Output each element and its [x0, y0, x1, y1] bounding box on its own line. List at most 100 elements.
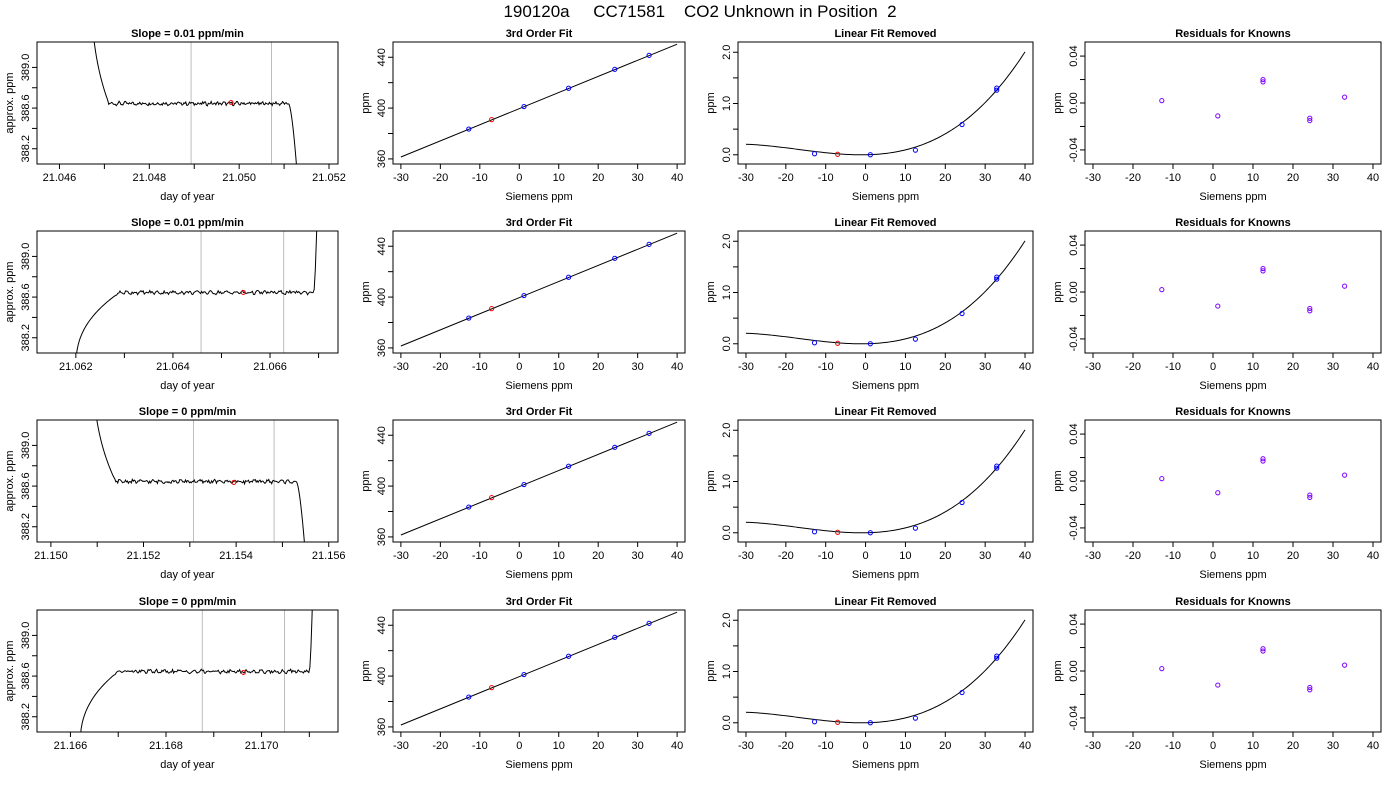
x-tick-label: -30: [393, 550, 409, 562]
x-tick-label: 21.170: [245, 740, 279, 752]
panel: Linear Fit Removed -30 -20 -10 0 10 20 30 40 0.0 1…: [705, 217, 1034, 392]
known-point: [994, 653, 1000, 659]
plot-frame: [392, 419, 686, 543]
panel-title: Slope = 0 ppm/min: [139, 406, 237, 418]
y-tick-label: 400: [376, 99, 388, 117]
known-point: [521, 103, 527, 110]
y-tick-label: 389.0: [20, 243, 32, 271]
x-axis-label: Siemens ppm: [852, 191, 919, 203]
plot-frame: [737, 230, 1034, 354]
known-point: [612, 444, 618, 450]
y-tick-label: 0.0: [721, 525, 733, 540]
panel-title: Slope = 0.01 ppm/min: [131, 217, 244, 229]
x-tick-label: -20: [1125, 172, 1141, 184]
plot-frame: [1084, 609, 1382, 733]
x-tick-label: -10: [472, 172, 488, 184]
x-tick-label: -20: [778, 172, 794, 184]
plot-area: [400, 611, 678, 726]
x-tick-label: 10: [1247, 740, 1259, 752]
residual-point: [1260, 456, 1266, 462]
series-line: [93, 42, 297, 164]
x-tick-label: 10: [1247, 361, 1259, 373]
y-tick-label: -0.04: [1068, 326, 1080, 351]
panel: Residuals for Knowns -30 -20 -10 0 10 20 30 40 -0…: [1052, 596, 1382, 771]
residual-point: [1342, 472, 1348, 478]
panel: Slope = 0 ppm/min 21.166 21.168 21.170 388.2…: [4, 596, 339, 771]
x-tick-label: -20: [432, 172, 448, 184]
x-tick-label: 20: [1287, 172, 1299, 184]
x-tick-label: -30: [738, 740, 754, 752]
y-tick-label: 388.6: [20, 662, 32, 690]
y-tick-label: 0.0: [721, 715, 733, 730]
x-axis-label: Siemens ppm: [852, 759, 919, 771]
y-axis-label: ppm: [1052, 281, 1064, 302]
x-tick-label: -10: [472, 550, 488, 562]
x-tick-label: 30: [1327, 740, 1339, 752]
x-tick-label: -10: [818, 740, 834, 752]
x-axis-label: Siemens ppm: [852, 569, 919, 581]
x-tick-label: -20: [1125, 550, 1141, 562]
residual-point: [1307, 117, 1313, 124]
x-tick-label: 0: [516, 361, 522, 373]
plot-frame: [737, 419, 1034, 543]
y-axis-label: ppm: [360, 660, 372, 681]
y-tick-label: 400: [376, 477, 388, 495]
x-tick-label: 40: [1019, 172, 1031, 184]
known-point: [646, 620, 652, 626]
x-axis-label: Siemens ppm: [1199, 380, 1266, 392]
x-tick-label: -30: [393, 361, 409, 373]
x-axis-label: Siemens ppm: [505, 380, 572, 392]
x-tick-label: 40: [1019, 550, 1031, 562]
panel-title: Linear Fit Removed: [834, 596, 936, 608]
known-point: [994, 87, 1000, 93]
x-tick-label: 20: [939, 361, 951, 373]
x-tick-label: 10: [553, 361, 565, 373]
plot-area: [745, 619, 1026, 726]
panel: Slope = 0.01 ppm/min 21.062 21.064 21.066 38…: [4, 217, 339, 392]
known-point: [646, 430, 652, 436]
x-tick-label: 30: [1327, 172, 1339, 184]
residual-point: [1307, 687, 1313, 693]
residual-point: [1260, 265, 1266, 272]
y-tick-label: 2.0: [721, 613, 733, 628]
x-tick-label: -20: [432, 740, 448, 752]
x-tick-label: 10: [553, 172, 565, 184]
x-tick-label: 20: [592, 172, 604, 184]
x-tick-label: 40: [671, 361, 683, 373]
panel: Slope = 0.01 ppm/min 21.046 21.048 21.050 21…: [4, 28, 346, 203]
y-tick-label: 388.2: [20, 324, 32, 352]
y-tick-label: 360: [376, 718, 388, 736]
sample-point: [231, 480, 237, 486]
y-axis-label: ppm: [705, 470, 717, 491]
known-point: [646, 241, 652, 247]
panel: Linear Fit Removed -30 -20 -10 0 10 20 30 40 0.0 1…: [705, 596, 1034, 771]
plot-area: [400, 43, 678, 158]
known-point: [994, 655, 1000, 661]
residual-point: [1342, 283, 1348, 289]
known-point: [912, 525, 918, 531]
y-tick-label: 0.00: [1068, 281, 1080, 302]
plot-area: [1159, 265, 1348, 314]
y-axis-label: approx. ppm: [4, 450, 16, 511]
fit-curve: [745, 429, 1026, 534]
known-point: [612, 634, 618, 640]
y-tick-label: 0.0: [721, 147, 733, 162]
panel: 3rd Order Fit -30 -20 -10 0 10 20 30 40 360 400 440…: [360, 406, 686, 581]
y-tick-label: 389.0: [20, 54, 32, 82]
x-tick-label: 10: [899, 550, 911, 562]
panel-title: 3rd Order Fit: [506, 28, 573, 40]
known-point: [466, 504, 472, 510]
x-tick-label: -10: [1165, 361, 1181, 373]
x-tick-label: 21.156: [312, 550, 346, 562]
residual-point: [1159, 666, 1165, 672]
x-tick-label: -20: [432, 361, 448, 373]
x-axis-label: Siemens ppm: [505, 569, 572, 581]
x-tick-label: 0: [1210, 361, 1216, 373]
x-tick-label: 40: [1367, 550, 1379, 562]
unknown-point: [489, 495, 495, 501]
y-tick-label: 1.0: [721, 664, 733, 679]
fit-line: [400, 43, 678, 158]
sample-point: [228, 99, 234, 105]
x-tick-label: 20: [592, 740, 604, 752]
x-tick-label: 40: [1019, 361, 1031, 373]
